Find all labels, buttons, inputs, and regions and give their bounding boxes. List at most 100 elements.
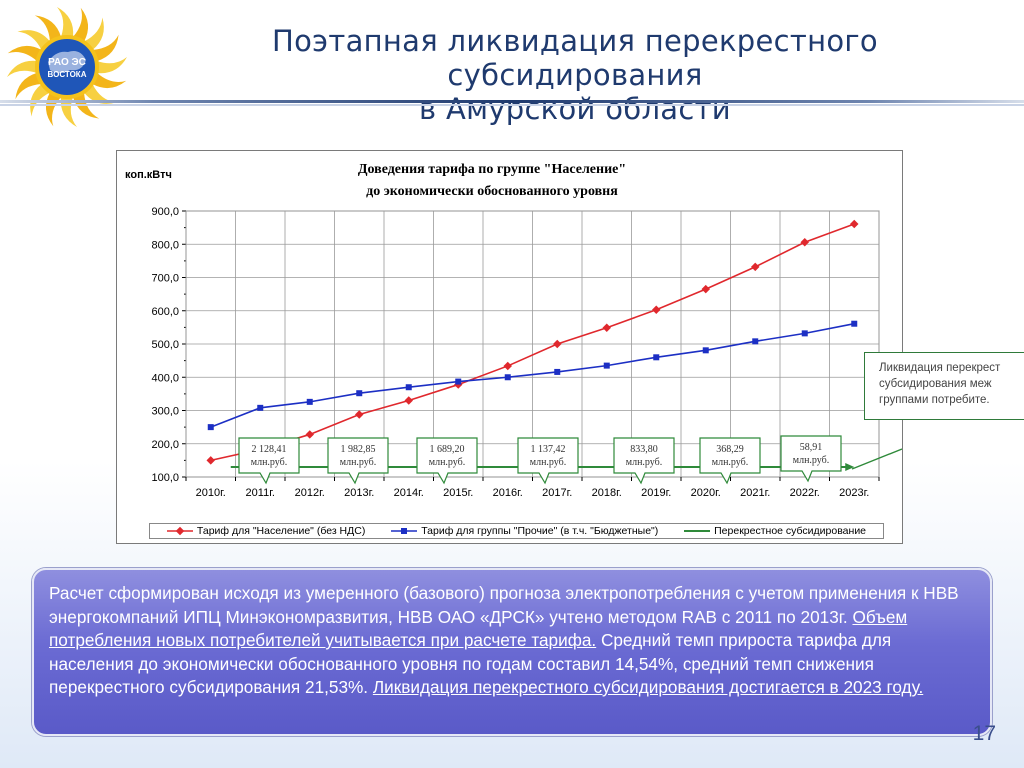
y-tick-label: 200,0 (151, 439, 179, 451)
series-other-point (653, 354, 660, 361)
series-other-point (306, 398, 313, 405)
callout-value: 833,80 (630, 444, 658, 455)
company-logo: РАО ЭС ВОСТОКА (7, 7, 127, 127)
legend-label-other: Тариф для группы "Прочие" (в т.ч. "Бюдже… (421, 525, 659, 537)
y-tick-label: 900,0 (151, 206, 179, 218)
chart-plot: 100,0 200,0 300,0 400,0 500,0 600,0 700,0 800,0… (151, 206, 902, 499)
callout-value: 58,91 (800, 442, 823, 453)
legend-swatch-green-line-icon (684, 530, 711, 532)
series-other-point (207, 424, 214, 431)
x-tick-label: 2018г. (592, 487, 622, 499)
y-tick-label: 300,0 (151, 406, 179, 418)
callout-unit: млн.руб. (626, 457, 663, 468)
info-text-1: Расчет сформирован исходя из умеренного … (49, 583, 959, 627)
series-other-point (851, 320, 858, 327)
series-population-point (404, 396, 413, 405)
series-population-line (210, 223, 855, 462)
page-title: Поэтапная ликвидация перекрестного субси… (140, 24, 1010, 126)
callout-box (238, 437, 300, 485)
callout-unit: млн.руб. (712, 457, 749, 468)
title-divider-secondary (0, 104, 1024, 106)
chart-title-line2: до экономически обоснованного уровня (366, 184, 618, 199)
series-other-point (554, 368, 561, 375)
info-text-2: Средний темп прироста тарифа для населен… (49, 630, 892, 697)
callout-value: 368,29 (716, 444, 744, 455)
x-tick-label: 2022г. (790, 487, 820, 499)
series-other-point (702, 347, 709, 354)
callout-unit: млн.руб. (340, 457, 377, 468)
note-line2: субсидирования меж (879, 378, 992, 390)
series-population-point (305, 430, 314, 439)
series-population-point (206, 456, 215, 465)
sun-rays-icon (7, 7, 127, 127)
callout-value: 1 689,20 (430, 444, 465, 455)
legend-item-population: Тариф для "Население" (без НДС) (166, 525, 366, 537)
page-number: 17 (972, 722, 996, 745)
chart-legend: Тариф для "Население" (без НДС) Тариф дл… (149, 523, 884, 539)
legend-label-cross-subsidy: Перекрестное субсидирование (714, 525, 867, 537)
series-other-point (801, 330, 808, 337)
series-other-line (210, 322, 855, 428)
legend-swatch-red-diamond-icon (166, 526, 193, 536)
callout-value: 1 982,85 (341, 444, 376, 455)
series-other-point (405, 384, 412, 391)
svg-text:ВОСТОКА: ВОСТОКА (48, 70, 87, 79)
y-tick-label: 600,0 (151, 306, 179, 318)
legend-item-cross-subsidy: Перекрестное субсидирование (684, 525, 866, 537)
x-tick-label: 2020г. (691, 487, 721, 499)
series-population-point (652, 305, 661, 314)
cross-subsidy-note: Ликвидация перекрест субсидирования меж … (864, 352, 1024, 420)
legend-label-population: Тариф для "Население" (без НДС) (196, 525, 366, 537)
title-divider (0, 100, 1024, 103)
y-tick-label: 400,0 (151, 372, 179, 384)
note-connector-line (851, 448, 902, 470)
callout-value: 2 128,41 (252, 444, 287, 455)
callout-unit: млн.руб. (530, 457, 567, 468)
callout-box (517, 437, 579, 485)
callout-value: 1 137,42 (531, 444, 566, 455)
callout-unit: млн.руб. (793, 455, 830, 466)
chart-title: Доведения тарифа по группе "Население" д… (267, 159, 717, 203)
x-tick-label: 2023г. (839, 487, 869, 499)
note-line3: группами потребите. (879, 394, 990, 406)
callout-box (780, 435, 842, 483)
callout-box (327, 437, 389, 485)
info-highlight-1: Объем потребления новых потребителей учи… (49, 606, 908, 651)
callout-unit: млн.руб. (251, 457, 288, 468)
y-tick-label: 800,0 (151, 239, 179, 251)
y-axis-unit-label: коп.кВтч (125, 169, 172, 181)
legend-swatch-blue-square-icon (391, 528, 418, 534)
x-tick-label: 2015г. (443, 487, 473, 499)
y-tick-label: 100,0 (151, 472, 179, 484)
series-other-point (356, 390, 363, 397)
x-tick-label: 2012г. (295, 487, 325, 499)
tariff-chart: коп.кВтч Доведения тарифа по группе "Нас… (116, 150, 903, 544)
svg-text:РАО ЭС: РАО ЭС (48, 57, 86, 68)
series-other-point (603, 362, 610, 369)
y-tick-label: 700,0 (151, 273, 179, 285)
x-tick-label: 2014г. (394, 487, 424, 499)
x-tick-label: 2010г. (196, 487, 226, 499)
x-tick-label: 2017г. (542, 487, 572, 499)
legend-item-other: Тариф для группы "Прочие" (в т.ч. "Бюдже… (391, 525, 658, 537)
callout-box (613, 437, 675, 485)
chart-title-line1: Доведения тарифа по группе "Население" (357, 162, 627, 177)
x-tick-label: 2016г. (493, 487, 523, 499)
page-title-line2: в Амурской области (419, 92, 731, 126)
series-other-point (752, 338, 759, 345)
x-tick-label: 2011г. (246, 487, 275, 499)
note-line1: Ликвидация перекрест (879, 362, 1001, 374)
series-other-point (257, 404, 264, 411)
series-population-point (355, 410, 364, 419)
x-tick-label: 2013г. (344, 487, 374, 499)
x-tick-label: 2021г. (740, 487, 770, 499)
callout-box (416, 437, 478, 485)
callout-unit: млн.руб. (429, 457, 466, 468)
x-tick-label: 2019г. (641, 487, 671, 499)
info-panel: Расчет сформирован исходя из умеренного … (32, 568, 992, 736)
page-title-line1: Поэтапная ликвидация перекрестного субси… (272, 24, 878, 92)
y-tick-label: 500,0 (151, 339, 179, 351)
info-highlight-2: Ликвидация перекрестного субсидирования … (372, 677, 924, 697)
series-other-point (455, 378, 462, 385)
series-cross-subsidy-arrow (845, 463, 855, 472)
